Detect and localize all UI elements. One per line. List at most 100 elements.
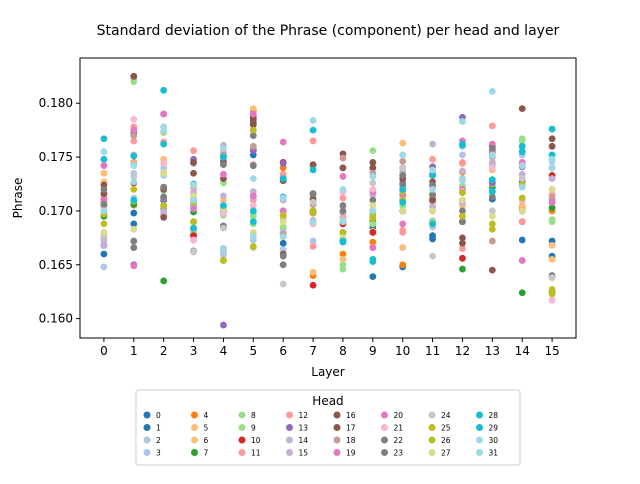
plot-area: [100, 72, 556, 329]
data-point: [548, 164, 556, 172]
data-point: [459, 254, 466, 262]
data-point: [459, 118, 466, 125]
legend-label: 24: [441, 411, 451, 420]
data-point: [429, 185, 436, 193]
data-point: [309, 166, 317, 174]
legend-marker: [476, 436, 483, 444]
data-point: [369, 202, 377, 209]
data-point: [249, 202, 257, 209]
data-point: [369, 147, 377, 155]
data-point: [130, 237, 138, 245]
data-point: [190, 147, 197, 155]
data-point: [459, 151, 466, 159]
data-point: [249, 175, 257, 183]
data-point: [100, 185, 108, 193]
x-tick-label: 8: [339, 344, 347, 358]
data-point: [279, 261, 287, 269]
data-point: [548, 274, 556, 282]
data-point: [369, 258, 377, 265]
legend-marker: [333, 449, 341, 456]
legend-marker: [476, 411, 483, 419]
y-tick-label: 0.165: [39, 258, 73, 272]
data-point: [249, 243, 257, 250]
legend-marker: [476, 424, 483, 431]
data-point: [160, 110, 168, 118]
legend-label: 14: [299, 436, 309, 445]
legend-marker: [238, 449, 246, 456]
x-tick-label: 6: [279, 344, 287, 358]
data-point: [100, 263, 108, 271]
legend-marker: [143, 411, 151, 419]
legend-label: 4: [204, 411, 209, 420]
data-point: [518, 183, 526, 191]
data-point: [518, 148, 526, 156]
data-point: [339, 218, 347, 226]
legend-label: 5: [204, 424, 209, 433]
data-point: [429, 171, 436, 179]
data-point: [160, 160, 168, 167]
x-tick-label: 15: [544, 344, 559, 358]
data-point: [369, 185, 377, 193]
data-point: [518, 162, 526, 170]
data-point: [130, 185, 138, 193]
data-point: [369, 220, 377, 228]
data-point: [309, 268, 317, 276]
data-point: [130, 220, 138, 228]
data-point: [100, 250, 108, 258]
data-point: [309, 190, 317, 198]
data-point: [249, 218, 257, 226]
x-tick-label: 7: [309, 344, 317, 358]
legend-marker: [381, 436, 388, 444]
data-point: [429, 191, 436, 199]
legend-label: 8: [251, 411, 256, 420]
data-point: [399, 244, 407, 251]
data-point: [130, 173, 138, 180]
x-tick-label: 13: [485, 344, 500, 358]
data-point: [339, 154, 347, 162]
legend-label: 18: [346, 436, 356, 445]
data-point: [220, 153, 227, 161]
y-tick-label: 0.175: [39, 150, 73, 164]
data-point: [429, 252, 436, 260]
legend-marker: [286, 411, 293, 419]
x-tick-label: 2: [160, 344, 168, 358]
data-point: [399, 220, 407, 228]
data-point: [220, 224, 227, 232]
data-point: [459, 265, 466, 273]
x-tick-label: 4: [220, 344, 228, 358]
data-point: [309, 218, 317, 226]
legend-marker: [333, 424, 341, 431]
legend-label: 28: [489, 411, 499, 420]
legend-label: 11: [251, 449, 261, 458]
data-point: [488, 266, 496, 274]
data-point: [130, 262, 138, 270]
data-point: [130, 132, 138, 139]
data-point: [130, 126, 138, 134]
data-point: [249, 212, 257, 220]
legend-marker: [238, 411, 246, 419]
data-point: [100, 148, 108, 156]
data-point: [488, 87, 496, 95]
legend-label: 3: [156, 449, 161, 458]
data-point: [160, 213, 168, 221]
legend-marker: [333, 411, 341, 419]
legend: Head 01234567891011121314151617181920212…: [135, 389, 521, 466]
x-tick-label: 3: [190, 344, 198, 358]
data-point: [279, 233, 287, 241]
data-point: [518, 105, 526, 113]
data-point: [339, 229, 347, 236]
legend-marker: [428, 424, 436, 431]
data-point: [548, 125, 556, 133]
data-point: [220, 161, 227, 169]
x-axis: 0 1 2 3 4 5 6 7 8 9 10 11 12 13 14 15: [100, 338, 560, 358]
x-tick-label: 12: [455, 344, 470, 358]
data-point: [309, 117, 317, 124]
data-point: [459, 239, 466, 247]
data-point: [369, 196, 377, 204]
legend-label: 27: [441, 449, 451, 458]
data-point: [339, 237, 347, 245]
legend-marker: [191, 411, 198, 419]
data-point: [399, 139, 407, 147]
legend-label: 22: [394, 436, 404, 445]
